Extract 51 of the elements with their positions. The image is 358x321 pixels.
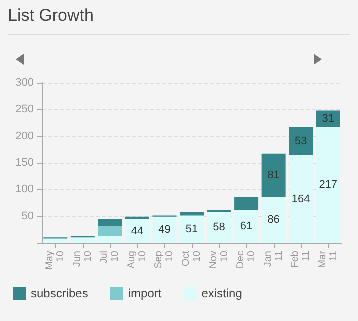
bar [316,110,340,128]
data-label: 44 [131,225,144,238]
bar [98,236,122,243]
x-tick-label: Oct 10 [181,250,203,267]
data-label: 61 [240,220,253,233]
bar [262,197,286,243]
legend-label: import [128,286,162,300]
legend-label: subscribes [31,286,88,300]
x-tick-label: Sep 10 [154,250,176,269]
bar [289,127,314,156]
chart-title: List Growth [8,6,94,26]
x-tick-label: Jan 11 [262,250,285,268]
x-tick-label: Dec 10 [236,250,258,269]
bar [207,212,232,243]
bar [152,216,177,243]
legend-label: existing [202,286,242,300]
bar [234,210,259,243]
data-label: 81 [268,170,280,182]
x-tick-label: Nov 10 [208,250,230,269]
bar [316,127,340,243]
y-tick-label: 100 [16,184,34,196]
y-tick-label: 300 [16,77,34,89]
bar [125,216,150,220]
data-label: 164 [292,193,310,206]
bar [180,216,204,243]
y-tick-label: 150 [16,157,34,169]
bar [70,238,95,243]
y-tick-label: 200 [16,130,34,142]
x-tick-label: Jul 10 [99,250,122,264]
x-tick-label: Feb 11 [290,250,312,268]
data-label: 217 [319,179,338,192]
bar [98,226,122,236]
bar [125,220,150,243]
bar [262,154,286,198]
bar [180,212,204,216]
bar [234,197,259,210]
bar [44,238,68,243]
x-tick-label: Aug 10 [126,250,148,269]
y-tick-label: 50 [22,210,34,222]
x-tick-label: Jun 10 [72,250,94,268]
bar [98,220,122,226]
y-tick-label: 250 [16,104,34,116]
data-label: 49 [158,224,171,236]
data-label: 51 [186,223,198,236]
x-tick-label: May 10 [44,250,67,270]
data-label: 53 [294,135,308,148]
bar [289,156,314,243]
data-label: 58 [213,222,226,234]
data-label: 86 [268,214,280,226]
x-tick-label: Mar 11 [317,250,340,268]
data-label: 31 [322,113,334,125]
